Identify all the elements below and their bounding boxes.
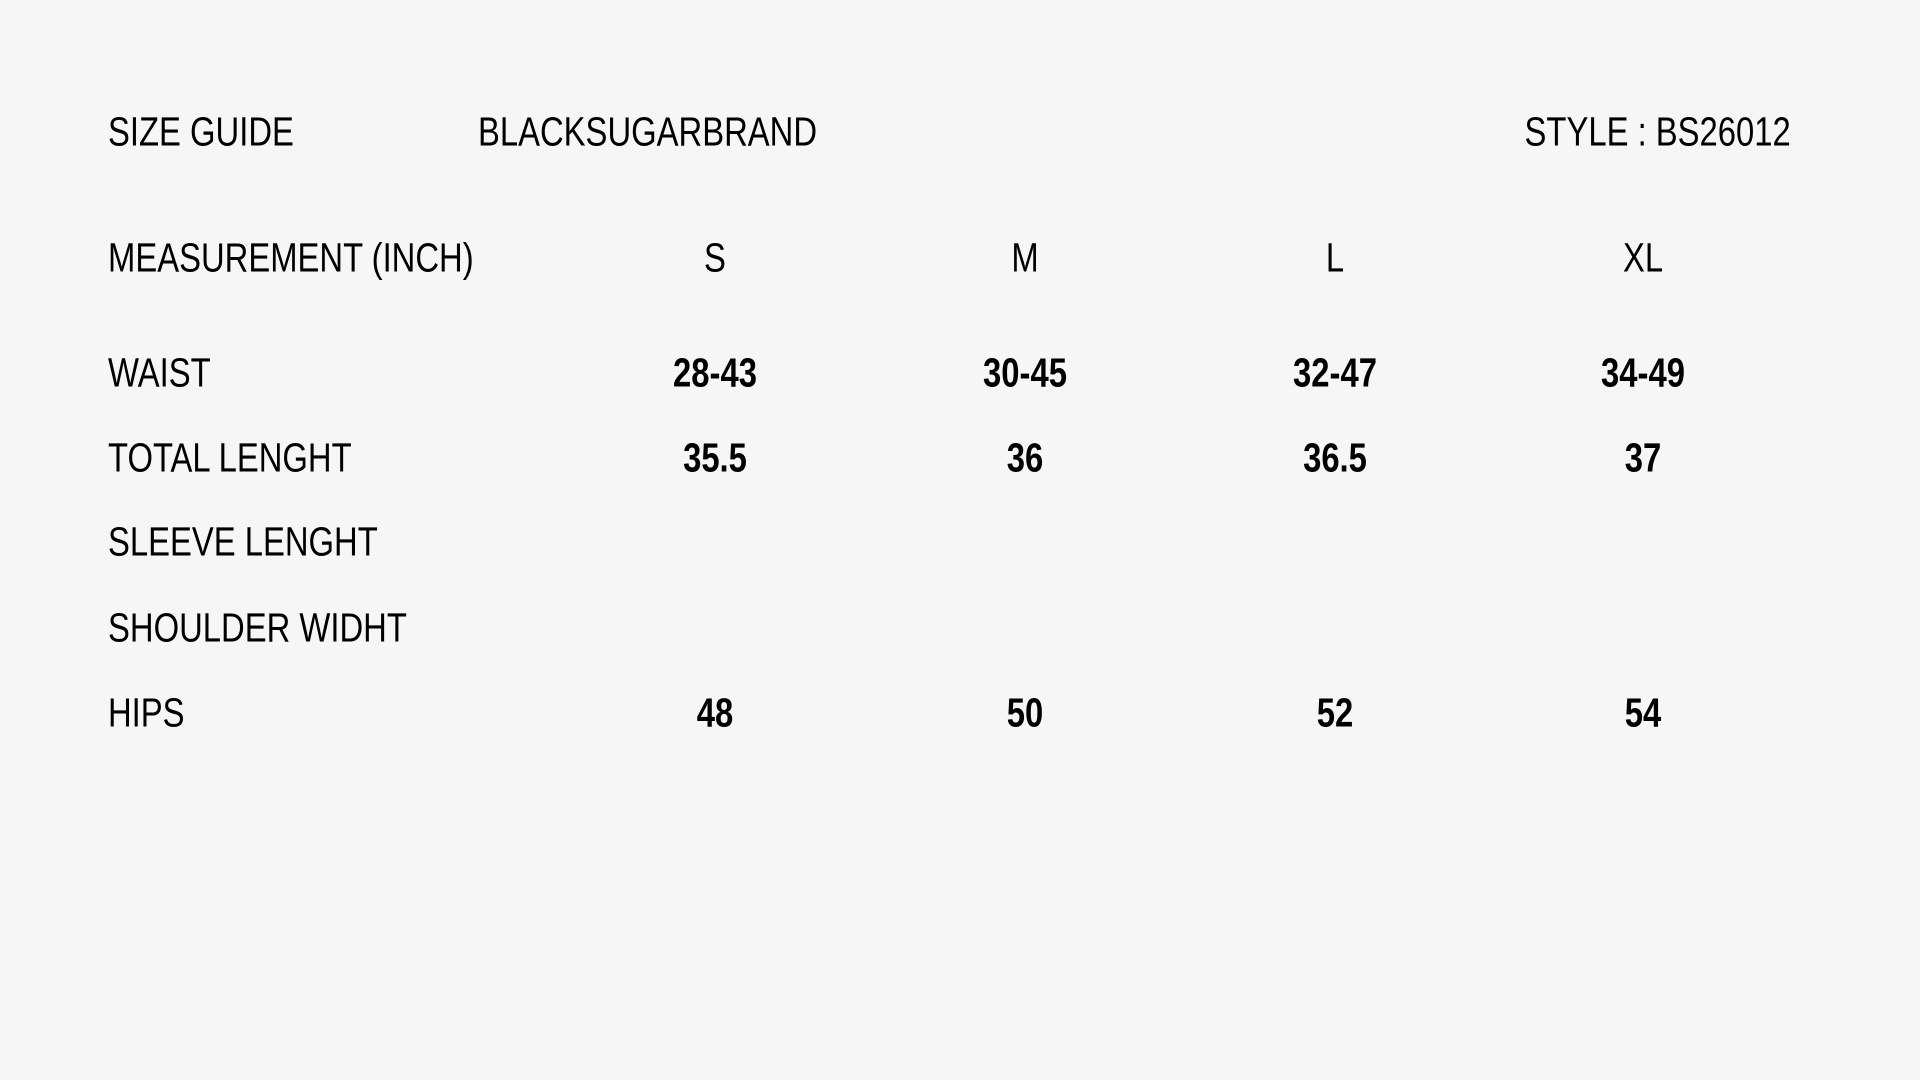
- style-code: STYLE : BS26012: [1524, 108, 1791, 155]
- cell: 54: [1624, 689, 1662, 736]
- brand-name: BLACKSUGARBRAND: [478, 108, 818, 155]
- cell: 37: [1624, 434, 1662, 481]
- row-label-hips: HIPS: [108, 689, 185, 736]
- cell: 36.5: [1303, 434, 1367, 481]
- row-label-shoulder-width: SHOULDER WIDHT: [108, 604, 407, 651]
- row-label-sleeve-length: SLEEVE LENGHT: [108, 518, 378, 565]
- cell: 35.5: [683, 434, 747, 481]
- size-header-m: M: [1011, 234, 1039, 281]
- measurement-header: MEASUREMENT (INCH): [108, 234, 474, 281]
- size-header-xl: XL: [1622, 234, 1664, 281]
- cell: 30-45: [983, 349, 1067, 396]
- cell: 34-49: [1601, 349, 1685, 396]
- cell: 28-43: [673, 349, 757, 396]
- cell: 36: [1006, 434, 1044, 481]
- cell: 52: [1316, 689, 1354, 736]
- cell: 50: [1006, 689, 1044, 736]
- size-header-s: S: [704, 234, 726, 281]
- row-label-total-length: TOTAL LENGHT: [108, 434, 352, 481]
- size-header-l: L: [1325, 234, 1345, 281]
- cell: 32-47: [1293, 349, 1377, 396]
- row-label-waist: WAIST: [108, 349, 211, 396]
- cell: 48: [696, 689, 734, 736]
- page-title: SIZE GUIDE: [108, 108, 294, 155]
